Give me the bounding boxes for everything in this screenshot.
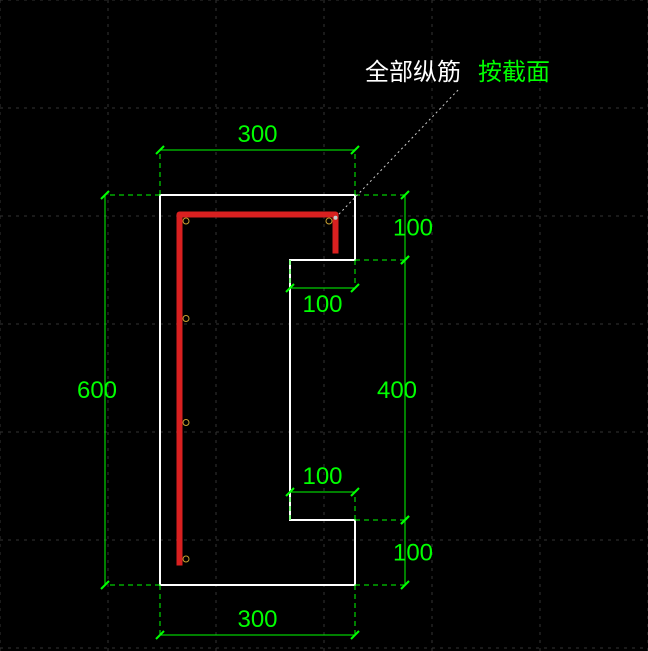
dimension-left600: 600 <box>77 195 160 585</box>
rebar-dot <box>183 420 189 426</box>
rebar-dot <box>326 218 332 224</box>
dim-text: 100 <box>302 463 342 490</box>
label-green: 按截面 <box>478 59 550 86</box>
dim-text: 100 <box>302 291 342 318</box>
rebar-dot <box>183 316 189 322</box>
leader-line <box>336 88 461 218</box>
dim-text: 300 <box>237 606 277 633</box>
section-outline <box>160 195 355 585</box>
grid <box>0 0 648 651</box>
dim-text: 100 <box>393 215 433 242</box>
dimension-r400: 400 <box>355 260 417 520</box>
dim-text: 100 <box>393 540 433 567</box>
rebar-path <box>180 215 336 566</box>
drawing-canvas: 300 300 600 100 400 100 100 100 全部纵筋按截面 <box>0 0 648 651</box>
dimension-bot300: 300 <box>160 585 355 635</box>
label-white: 全部纵筋 <box>365 59 461 86</box>
dimension-notch_bot100: 100 <box>290 463 355 520</box>
dimension-notch_top100: 100 <box>290 260 355 318</box>
dimension-r100a: 100 <box>355 195 433 260</box>
leader-dot <box>334 216 338 220</box>
dim-text: 600 <box>77 377 117 404</box>
dim-text: 400 <box>377 377 417 404</box>
rebar-dots <box>183 218 332 562</box>
dimension-top300: 300 <box>160 121 355 195</box>
dimension-r100b: 100 <box>355 520 433 585</box>
dim-text: 300 <box>237 121 277 148</box>
rebar-dot <box>183 218 189 224</box>
rebar-dot <box>183 556 189 562</box>
